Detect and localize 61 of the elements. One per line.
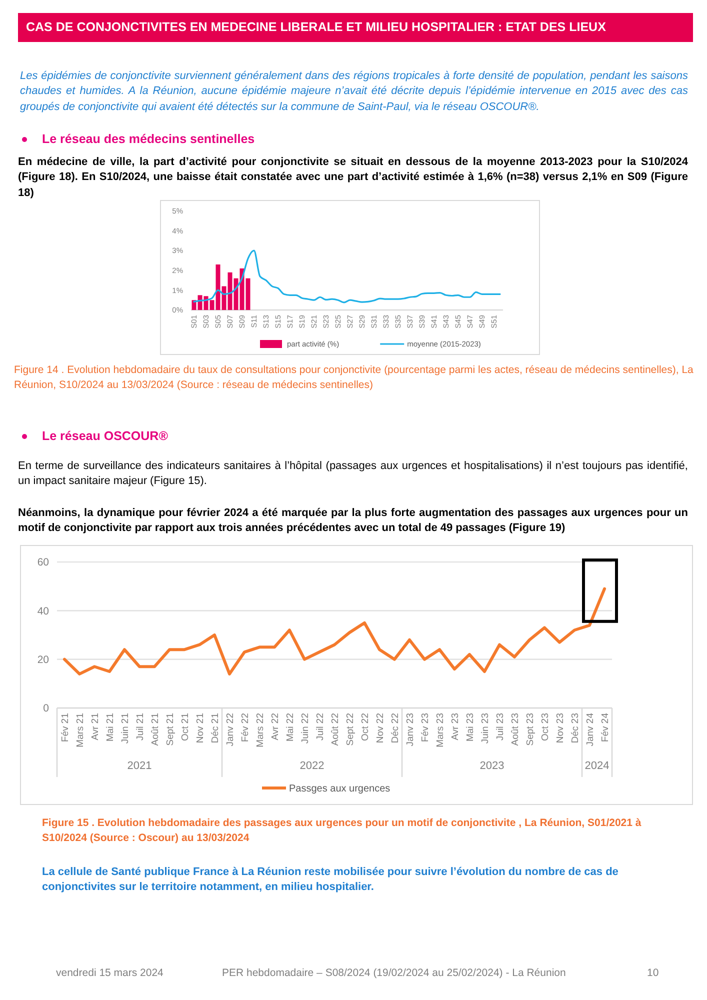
text: vendredi 15 mars 2024 bbox=[56, 967, 164, 979]
x-tick-label: Juil 23 bbox=[494, 713, 506, 740]
y-tick-label: 60 bbox=[37, 556, 50, 569]
text: Le réseau des médecins sentinelles bbox=[42, 131, 256, 148]
y-tick-label: 0 bbox=[43, 702, 50, 715]
x-tick-label: Août 21 bbox=[150, 713, 161, 746]
x-tick-label: Mai 22 bbox=[284, 713, 296, 742]
x-tick-label: Janv 24 bbox=[584, 713, 596, 746]
x-tick-label: Sept 21 bbox=[164, 713, 176, 746]
x-tick-label: Août 22 bbox=[330, 713, 341, 746]
x-tick-label: Juil 21 bbox=[134, 713, 146, 740]
line-series bbox=[63, 587, 606, 676]
x-tick-label: Mai 21 bbox=[104, 713, 116, 742]
x-tick-label: Mai 23 bbox=[464, 713, 476, 742]
text: Les épidémies de conjonctivite surviennent généralement dans des régions tropicales à forte densité de population, pendant les saisons chaudes et humides. A la Réunion, aucune épidémie majeure n’avait été décrite depuis l’épidémie intervenue en 2015 avec des cas groupés de conjonctivite qui avaient été détectés sur la commune de Saint-Paul, via le réseau OSCOUR®. bbox=[20, 69, 688, 115]
x-tick-label: Janv 23 bbox=[404, 713, 416, 746]
line-series bbox=[193, 250, 501, 304]
x-tick-label: Août 23 bbox=[510, 713, 521, 746]
y-tick-label: 40 bbox=[37, 605, 50, 618]
chart-title: CAS DE CONJONCTIVITES EN MEDECINE LIBERALE ET MILIEU HOSPITALIER : ETAT DES LIEUX bbox=[18, 13, 693, 42]
x-tick-label: Janv 22 bbox=[224, 713, 236, 746]
legend-label: Passges aux urgences bbox=[289, 784, 390, 794]
text: 2023 bbox=[480, 760, 504, 772]
text: Néanmoins, la dynamique pour février 2024 a été marquée par la plus forte augmentation des passages aux urgences pour un motif de conjonctivite par rapport aux trois années précédentes avec un total de 49 passages (Figure 19) bbox=[18, 506, 688, 536]
x-tick-label: Oct 22 bbox=[360, 713, 371, 741]
x-tick-label: Nov 22 bbox=[374, 713, 386, 744]
x-tick-label: Juil 22 bbox=[314, 713, 326, 740]
x-tick-label: Déc 23 bbox=[570, 713, 581, 744]
x-tick-label: Avr 22 bbox=[270, 713, 281, 740]
caption: Figure 15 . Evolution hebdomadaire des passages aux urgences pour un motif de conjonctivite , La Réunion, S01/2021 à S10/2024 (Source : Oscour) au 13/03/2024 bbox=[42, 816, 642, 846]
x-tick-label: Juin 22 bbox=[300, 713, 311, 744]
x-tick-label: Sept 23 bbox=[524, 713, 536, 746]
text: 2021 bbox=[127, 760, 152, 772]
x-tick-label: Fév 22 bbox=[240, 713, 251, 742]
text: 10 bbox=[647, 966, 660, 981]
text: En médecine de ville, la part d’activité pour conjonctivite se situait en dessous de la moyenne 2013-2023 pour la S10/2024 (Figure 18). En S10/2024, une baisse était constatée avec une part d’activité estimée à 1,6% (n=38) versus 2,1% en S09 (Figure 18) bbox=[18, 155, 688, 201]
x-tick-label: Mars 21 bbox=[74, 713, 86, 748]
text: 2022 bbox=[300, 760, 324, 772]
x-tick-label: Mars 22 bbox=[254, 713, 266, 748]
text: PER hebdomadaire – S08/2024 (19/02/2024 au 25/02/2024) - La Réunion bbox=[222, 966, 567, 981]
caption: Figure 14 . Evolution hebdomadaire du taux de consultations pour conjonctivite (pourcentage parmi les actes, réseau de médecins sentinelles), La Réunion, S10/2024 au 13/03/2024 (Source : réseau de médecins sentinelles) bbox=[14, 363, 694, 392]
x-tick-label: Déc 21 bbox=[210, 713, 221, 744]
text: Le réseau OSCOUR® bbox=[42, 428, 169, 445]
x-tick-label: Fév 23 bbox=[420, 713, 431, 742]
x-tick-label: Avr 21 bbox=[90, 713, 101, 740]
x-tick-label: Fév 21 bbox=[60, 713, 71, 742]
x-tick-label: Fév 24 bbox=[600, 713, 611, 742]
x-tick-label: Mars 23 bbox=[434, 713, 446, 748]
y-tick-label: 20 bbox=[37, 654, 50, 666]
text: En terme de surveillance des indicateurs sanitaires à l’hôpital (passages aux urgences et hospitalisations) il n’est toujours pas identifié, un impact sanitaire majeur (Figure 15). bbox=[18, 459, 688, 490]
x-tick-label: Juin 23 bbox=[480, 713, 491, 744]
x-tick-label: Oct 21 bbox=[180, 713, 191, 741]
x-tick-label: Déc 22 bbox=[390, 713, 401, 744]
x-tick-label: Nov 21 bbox=[194, 713, 206, 744]
x-tick-label: Sept 22 bbox=[344, 713, 356, 746]
x-tick-label: Juin 21 bbox=[120, 713, 131, 744]
x-tick-label: Oct 23 bbox=[540, 713, 551, 741]
x-tick-label: Avr 23 bbox=[450, 713, 461, 740]
x-tick-label: Nov 23 bbox=[554, 713, 566, 744]
text: 2024 bbox=[584, 760, 610, 772]
text: La cellule de Santé publique France à La Réunion reste mobilisée pour suivre l’évolution du nombre de cas de conjonctivites sur le territoire notamment, en milieu hospitalier. bbox=[42, 865, 620, 896]
